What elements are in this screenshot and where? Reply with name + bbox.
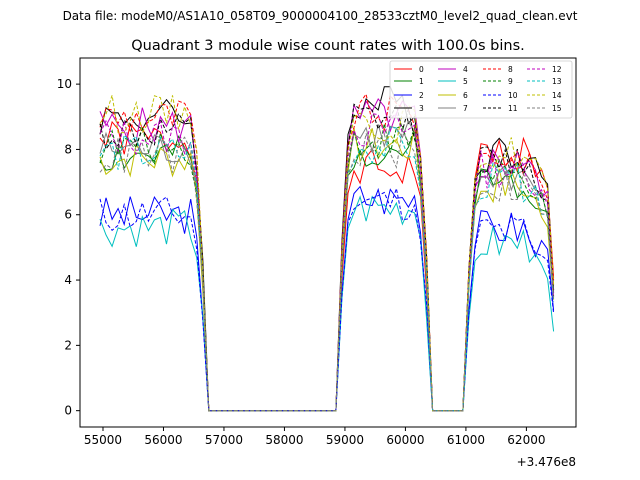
legend-label-10: 10 [508,91,518,100]
legend-label-3: 3 [419,104,424,113]
series-line-3 [99,86,555,412]
legend-label-12: 12 [552,65,562,74]
series-line-14 [99,95,555,412]
series-line-15 [99,128,555,412]
series-line-11 [99,103,555,412]
series-line-5 [99,195,555,412]
chart-title: Quadrant 3 module wise count rates with … [131,38,525,54]
legend-label-13: 13 [552,77,562,86]
x-tick-label: 59000 [326,433,364,447]
legend-label-14: 14 [552,91,562,100]
legend-label-7: 7 [463,104,468,113]
x-tick-label: 60000 [386,433,424,447]
legend-label-5: 5 [463,77,468,86]
x-axis: 55000 56000 57000 58000 59000 60000 61000 62000 [84,427,545,447]
series-line-2 [99,185,555,412]
legend-label-8: 8 [508,65,513,74]
x-tick-label: 62000 [507,433,545,447]
legend-label-15: 15 [552,104,562,113]
plot-area-frame [79,57,577,428]
x-tick-label: 55000 [84,433,122,447]
series-line-6 [99,127,555,412]
series-line-0 [99,120,555,412]
legend-label-0: 0 [419,65,424,74]
series-line-1 [99,131,555,412]
legend-label-9: 9 [508,77,513,86]
legend-label-2: 2 [419,91,424,100]
y-tick-label: 8 [64,142,72,156]
series-line-9 [99,123,555,412]
y-tick-label: 6 [64,208,72,222]
legend-box [389,60,573,119]
y-tick-label: 10 [57,77,72,91]
y-tick-label: 4 [64,273,72,287]
figure-suptitle: Data file: modeM0/AS1A10_058T09_90000041… [63,9,578,23]
x-tick-label: 61000 [447,433,485,447]
legend-label-4: 4 [463,65,468,74]
series-line-12 [99,112,555,412]
legend-label-6: 6 [463,91,468,100]
x-tick-label: 56000 [144,433,182,447]
series-line-13 [99,126,555,412]
x-offset-label: +3.476e8 [517,455,576,469]
series-layer [99,86,555,412]
y-tick-label: 0 [64,404,72,418]
legend-label-11: 11 [508,104,518,113]
y-axis: 0 2 4 6 8 10 [57,77,80,418]
x-tick-label: 58000 [265,433,303,447]
series-line-7 [99,119,555,412]
x-tick-label: 57000 [205,433,243,447]
series-line-10 [99,186,555,412]
y-tick-label: 2 [64,338,72,352]
legend-label-1: 1 [419,77,424,86]
